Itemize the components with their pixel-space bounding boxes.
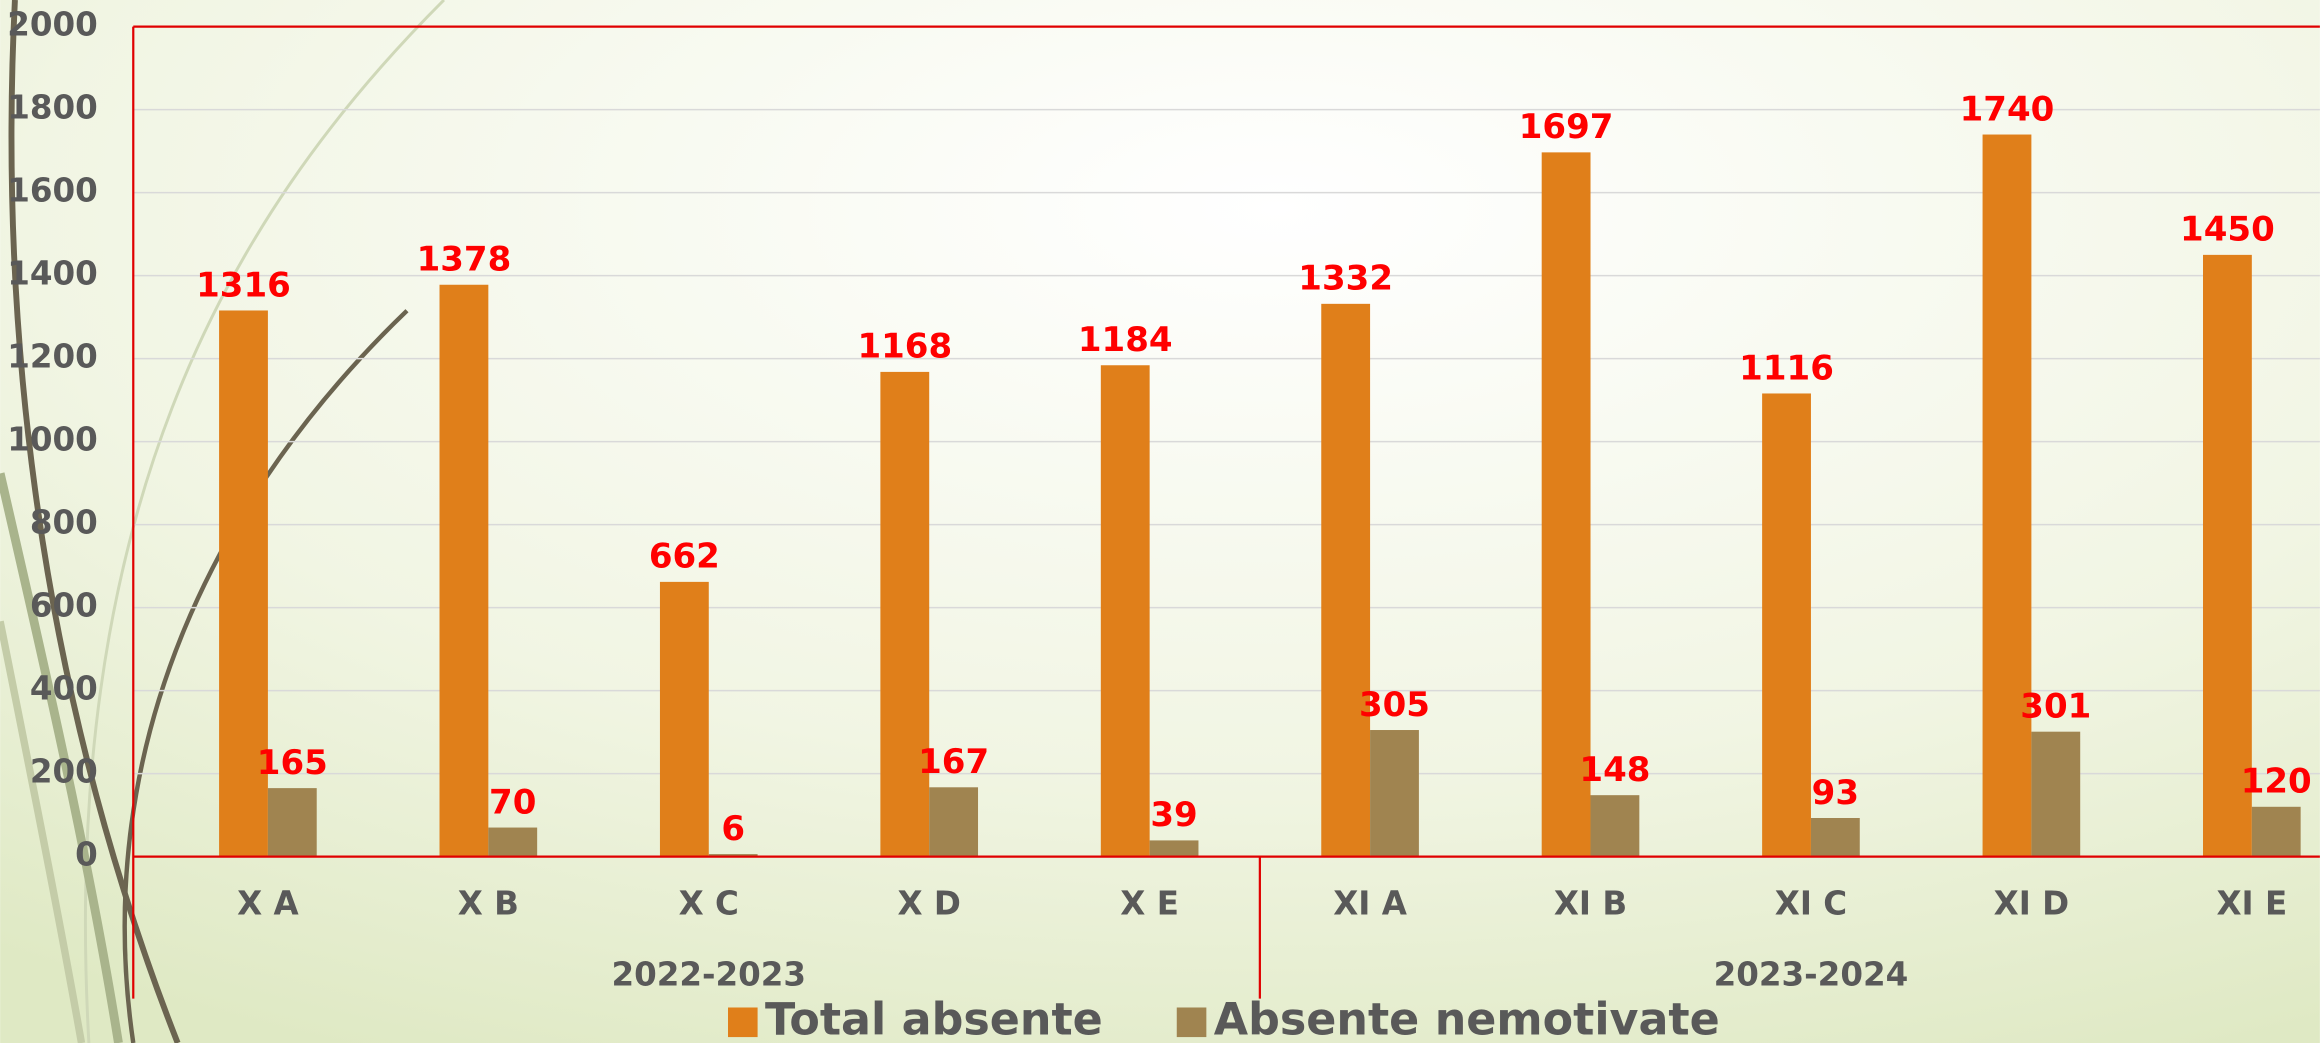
bar <box>267 788 317 857</box>
x-tick-label: X D <box>897 884 960 922</box>
data-label: 39 <box>1150 795 1197 835</box>
x-tick-label: X A <box>237 884 299 922</box>
bar <box>929 787 979 857</box>
data-label: 93 <box>1812 773 1859 813</box>
y-tick-label: 0 <box>75 836 98 874</box>
x-tick-label: XI A <box>1333 884 1408 922</box>
x-tick-label: XI D <box>1994 884 2070 922</box>
group-label: 2023-2024 <box>1714 955 1909 993</box>
y-tick-label: 1200 <box>7 338 98 376</box>
y-tick-label: 200 <box>30 753 98 791</box>
decoration <box>0 0 446 1043</box>
bar <box>1810 817 1860 857</box>
bar <box>1762 393 1811 857</box>
data-label: 662 <box>649 537 720 577</box>
bar <box>1982 134 2032 857</box>
bar <box>439 284 489 857</box>
data-label: 1332 <box>1298 259 1393 299</box>
y-tick-label: 800 <box>30 504 98 542</box>
bar <box>708 854 758 857</box>
x-tick-label: XI C <box>1775 884 1847 922</box>
y-tick-label: 1400 <box>7 255 98 293</box>
bar <box>1321 303 1371 857</box>
y-tick-label: 1600 <box>7 172 98 210</box>
bar <box>2031 731 2081 857</box>
bar <box>1100 365 1150 857</box>
data-label: 148 <box>1579 750 1650 790</box>
data-label: 167 <box>918 742 989 782</box>
data-label: 301 <box>2020 687 2091 727</box>
legend-label: Absente nemotivate <box>1214 994 1720 1043</box>
data-label: 1184 <box>1078 320 1173 360</box>
data-label: 165 <box>257 743 328 783</box>
data-label: 1168 <box>857 327 952 367</box>
data-label: 1697 <box>1519 107 1614 147</box>
bar <box>659 581 709 857</box>
data-label: 70 <box>489 782 536 822</box>
y-tick-label: 400 <box>30 670 98 708</box>
x-tick-label: XI B <box>1554 884 1627 922</box>
data-label: 1116 <box>1739 348 1834 388</box>
data-label: 120 <box>2241 762 2312 802</box>
legend-swatch <box>728 1007 758 1038</box>
group-label: 2022-2023 <box>611 955 806 993</box>
legend-label: Total absente <box>765 994 1103 1043</box>
legend-swatch <box>1176 1007 1207 1038</box>
y-tick-label: 2000 <box>7 6 98 44</box>
x-tick-label: X B <box>458 884 519 922</box>
x-tick-label: X E <box>1120 884 1179 922</box>
bar <box>1590 795 1640 857</box>
bar <box>2251 806 2301 857</box>
data-label: 1740 <box>1960 89 2055 129</box>
data-label: 6 <box>721 809 745 849</box>
bar <box>1541 152 1591 857</box>
data-label: 1316 <box>196 265 291 305</box>
bar <box>488 827 538 857</box>
y-tick-label: 1000 <box>7 421 98 459</box>
y-tick-label: 1800 <box>7 89 98 127</box>
x-tick-label: X C <box>679 884 739 922</box>
x-tick-label: XI E <box>2216 884 2287 922</box>
y-tick-label: 600 <box>30 587 98 625</box>
bar <box>219 310 268 857</box>
bar <box>1149 840 1199 857</box>
bar <box>2203 254 2252 857</box>
bar <box>1370 730 1419 857</box>
data-label: 1450 <box>2180 210 2275 250</box>
data-label: 1378 <box>417 240 512 280</box>
data-label: 305 <box>1359 685 1430 725</box>
bar <box>880 371 930 857</box>
